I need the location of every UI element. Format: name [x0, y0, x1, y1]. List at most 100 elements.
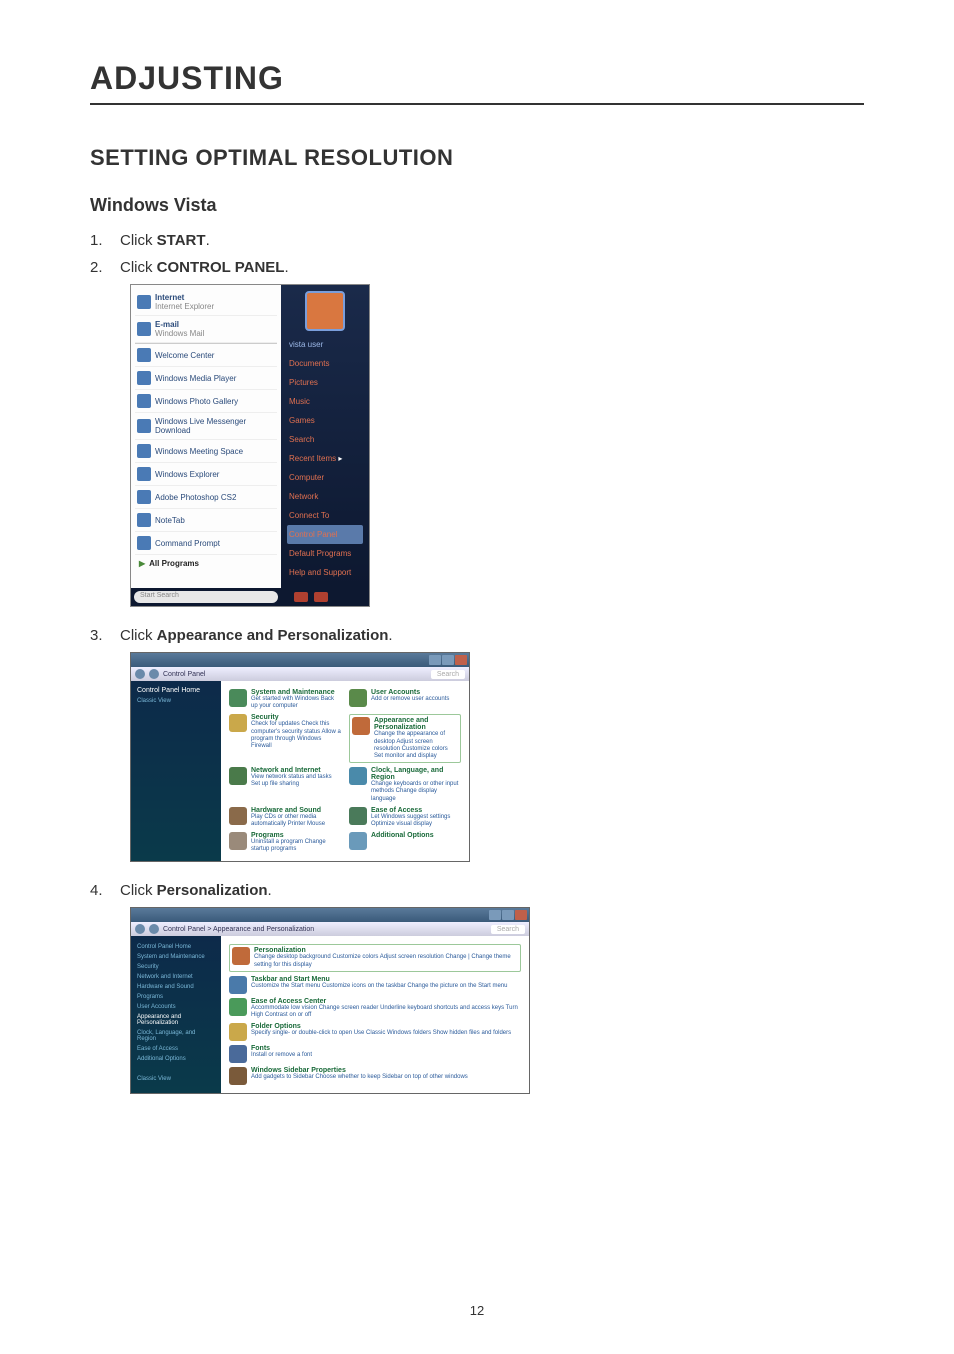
step-2: 2. Click CONTROL PANEL. [90, 257, 864, 278]
step-number: 2. [90, 257, 120, 278]
category-icon [229, 714, 247, 732]
category-icon [232, 947, 250, 965]
mail-icon [137, 322, 151, 336]
maximize-icon [442, 655, 454, 665]
startmenu-item: Windows Live Messenger Download [135, 413, 277, 440]
sidebar-item: Security [137, 962, 215, 972]
category-icon [229, 1067, 247, 1085]
category-icon [349, 807, 367, 825]
startmenu-item: NoteTab [135, 509, 277, 532]
messenger-icon [137, 419, 151, 433]
forward-icon [149, 669, 159, 679]
screenshot-start-menu: InternetInternet Explorer E-mailWindows … [130, 284, 864, 607]
category-item: Clock, Language, and RegionChange keyboa… [349, 767, 461, 803]
power-icon [294, 592, 308, 602]
category-icon [229, 1023, 247, 1041]
sidebar-item: User Accounts [137, 1002, 215, 1012]
notetab-icon [137, 513, 151, 527]
sidebar-item: Classic View [137, 1074, 215, 1084]
screenshot-appearance-panel: Control Panel > Appearance and Personali… [130, 907, 864, 1094]
startmenu-right-item: Pictures [287, 373, 363, 392]
category-item: Ease of Access CenterAccommodate low vis… [229, 998, 521, 1019]
startmenu-item: Windows Explorer [135, 463, 277, 486]
avatar [305, 291, 345, 331]
startmenu-item: Windows Media Player [135, 367, 277, 390]
category-item: ProgramsUninstall a program Change start… [229, 832, 341, 853]
explorer-icon [137, 467, 151, 481]
startmenu-item: E-mailWindows Mail [135, 316, 277, 343]
startmenu-right-item: Help and Support [287, 563, 363, 582]
category-item: Network and InternetView network status … [229, 767, 341, 803]
category-icon [229, 998, 247, 1016]
step-text: Click Personalization. [120, 880, 272, 901]
search-box: Search [431, 670, 465, 679]
category-list: PersonalizationChange desktop background… [221, 936, 529, 1093]
sub-title: Windows Vista [90, 195, 864, 216]
wmp-icon [137, 371, 151, 385]
steps-list: 4. Click Personalization. [90, 880, 864, 901]
sidebar-item: Network and Internet [137, 972, 215, 982]
forward-icon [149, 924, 159, 934]
close-icon [455, 655, 467, 665]
page-title: ADJUSTING [90, 60, 864, 105]
address-bar: Control Panel > Appearance and Personali… [131, 922, 529, 936]
category-item: Hardware and SoundPlay CDs or other medi… [229, 807, 341, 828]
lock-icon [314, 592, 328, 602]
step-text: Click Appearance and Personalization. [120, 625, 393, 646]
welcome-icon [137, 348, 151, 362]
minimize-icon [489, 910, 501, 920]
category-item: Ease of AccessLet Windows suggest settin… [349, 807, 461, 828]
section-title: SETTING OPTIMAL RESOLUTION [90, 145, 864, 171]
startmenu-right-item: Music [287, 392, 363, 411]
sidebar-item: Classic View [137, 696, 215, 706]
minimize-icon [429, 655, 441, 665]
steps-list: 3. Click Appearance and Personalization. [90, 625, 864, 646]
category-icon [229, 767, 247, 785]
category-item: SecurityCheck for updates Check this com… [229, 714, 341, 763]
startmenu-right-item: Recent Items ▸ [287, 449, 363, 468]
photoshop-icon [137, 490, 151, 504]
category-item: Additional Options [349, 832, 461, 853]
steps-list: 1. Click START. 2. Click CONTROL PANEL. [90, 230, 864, 278]
page-number: 12 [470, 1303, 484, 1318]
category-icon [229, 976, 247, 994]
category-personalization: PersonalizationChange desktop background… [229, 944, 521, 971]
sidebar-heading: Control Panel Home [137, 687, 215, 694]
window-titlebar [131, 653, 469, 667]
step-text: Click CONTROL PANEL. [120, 257, 289, 278]
category-icon [349, 689, 367, 707]
all-programs: ▶All Programs [135, 555, 277, 572]
category-icon [229, 832, 247, 850]
startmenu-right-item: Documents [287, 354, 363, 373]
category-icon [349, 767, 367, 785]
category-item: Folder OptionsSpecify single- or double-… [229, 1023, 521, 1041]
category-item: User AccountsAdd or remove user accounts [349, 689, 461, 710]
address-bar: Control Panel Search [131, 667, 469, 681]
gallery-icon [137, 394, 151, 408]
category-appearance: Appearance and PersonalizationChange the… [349, 714, 461, 763]
category-item: Windows Sidebar PropertiesAdd gadgets to… [229, 1067, 521, 1085]
sidebar-item-active: Appearance and Personalization [137, 1012, 215, 1028]
category-icon [229, 689, 247, 707]
startmenu-right-item: Network [287, 487, 363, 506]
sidebar-item: Control Panel Home [137, 942, 215, 952]
step-number: 3. [90, 625, 120, 646]
startmenu-right-item: Connect To [287, 506, 363, 525]
sidebar-item: Additional Options [137, 1054, 215, 1064]
search-box: Search [491, 925, 525, 934]
category-item: Taskbar and Start MenuCustomize the Star… [229, 976, 521, 994]
ie-icon [137, 295, 151, 309]
category-icon [352, 717, 370, 735]
startmenu-item: Windows Photo Gallery [135, 390, 277, 413]
sidebar: Control Panel Home System and Maintenanc… [131, 936, 221, 1093]
power-buttons [281, 588, 369, 606]
startmenu-item: Adobe Photoshop CS2 [135, 486, 277, 509]
category-icon [349, 832, 367, 850]
startmenu-item: Windows Meeting Space [135, 440, 277, 463]
sidebar-item: Clock, Language, and Region [137, 1028, 215, 1044]
startmenu-item: Command Prompt [135, 532, 277, 555]
startmenu-item: Welcome Center [135, 343, 277, 367]
startmenu-right-item: vista user [287, 335, 363, 354]
meeting-icon [137, 444, 151, 458]
back-icon [135, 669, 145, 679]
